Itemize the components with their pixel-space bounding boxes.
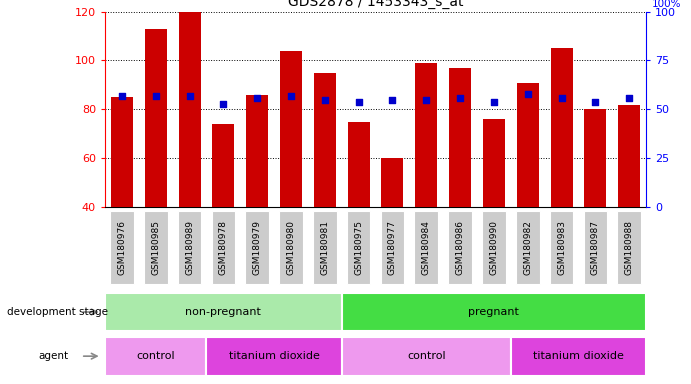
- Text: control: control: [407, 351, 446, 361]
- Point: [150, 93, 161, 99]
- Text: GSM180986: GSM180986: [455, 220, 464, 275]
- Bar: [246, 95, 268, 207]
- Text: GSM180980: GSM180980: [287, 220, 296, 275]
- Bar: [381, 158, 404, 207]
- Bar: [111, 97, 133, 207]
- Text: agent: agent: [38, 351, 68, 361]
- FancyBboxPatch shape: [381, 211, 404, 284]
- Point: [116, 93, 127, 99]
- FancyBboxPatch shape: [245, 211, 269, 284]
- Text: GSM180989: GSM180989: [185, 220, 194, 275]
- Text: GSM180981: GSM180981: [321, 220, 330, 275]
- Point: [590, 99, 601, 105]
- Point: [556, 94, 567, 101]
- Bar: [449, 68, 471, 207]
- FancyBboxPatch shape: [342, 293, 646, 331]
- FancyBboxPatch shape: [207, 337, 342, 376]
- Title: GDS2878 / 1453343_s_at: GDS2878 / 1453343_s_at: [288, 0, 463, 9]
- FancyBboxPatch shape: [178, 211, 201, 284]
- FancyBboxPatch shape: [313, 211, 337, 284]
- Text: GSM180977: GSM180977: [388, 220, 397, 275]
- Bar: [280, 51, 302, 207]
- Point: [624, 94, 635, 101]
- FancyBboxPatch shape: [347, 211, 370, 284]
- Text: GSM180987: GSM180987: [591, 220, 600, 275]
- Text: GSM180982: GSM180982: [523, 220, 532, 275]
- Text: titanium dioxide: titanium dioxide: [229, 351, 319, 361]
- FancyBboxPatch shape: [583, 211, 607, 284]
- Text: development stage: development stage: [7, 307, 108, 317]
- Point: [285, 93, 296, 99]
- Point: [421, 96, 432, 103]
- FancyBboxPatch shape: [415, 211, 438, 284]
- Text: GSM180990: GSM180990: [489, 220, 498, 275]
- FancyBboxPatch shape: [516, 211, 540, 284]
- Bar: [415, 63, 437, 207]
- FancyBboxPatch shape: [110, 211, 134, 284]
- Text: GSM180979: GSM180979: [253, 220, 262, 275]
- Text: GSM180984: GSM180984: [422, 220, 430, 275]
- Bar: [314, 73, 336, 207]
- Bar: [178, 12, 200, 207]
- FancyBboxPatch shape: [105, 293, 342, 331]
- Point: [184, 93, 195, 99]
- Text: GSM180976: GSM180976: [117, 220, 126, 275]
- Bar: [585, 109, 606, 207]
- Bar: [212, 124, 234, 207]
- FancyBboxPatch shape: [550, 211, 574, 284]
- FancyBboxPatch shape: [448, 211, 472, 284]
- Text: GSM180975: GSM180975: [354, 220, 363, 275]
- Bar: [348, 122, 370, 207]
- Point: [522, 91, 533, 97]
- FancyBboxPatch shape: [617, 211, 641, 284]
- Text: GSM180978: GSM180978: [219, 220, 228, 275]
- FancyBboxPatch shape: [482, 211, 506, 284]
- FancyBboxPatch shape: [511, 337, 646, 376]
- Point: [252, 94, 263, 101]
- FancyBboxPatch shape: [211, 211, 235, 284]
- FancyBboxPatch shape: [342, 337, 511, 376]
- Text: pregnant: pregnant: [468, 307, 520, 317]
- Text: control: control: [136, 351, 175, 361]
- FancyBboxPatch shape: [279, 211, 303, 284]
- Bar: [517, 83, 539, 207]
- Point: [387, 96, 398, 103]
- Point: [319, 96, 330, 103]
- Bar: [145, 29, 167, 207]
- Point: [353, 99, 364, 105]
- FancyBboxPatch shape: [105, 337, 207, 376]
- Bar: [551, 48, 573, 207]
- Text: titanium dioxide: titanium dioxide: [533, 351, 624, 361]
- Text: 100%: 100%: [652, 0, 681, 9]
- Bar: [618, 104, 640, 207]
- Bar: [483, 119, 505, 207]
- Point: [489, 99, 500, 105]
- FancyBboxPatch shape: [144, 211, 168, 284]
- Point: [218, 101, 229, 107]
- Text: non-pregnant: non-pregnant: [185, 307, 261, 317]
- Text: GSM180985: GSM180985: [151, 220, 160, 275]
- Point: [455, 94, 466, 101]
- Text: GSM180988: GSM180988: [625, 220, 634, 275]
- Text: GSM180983: GSM180983: [557, 220, 566, 275]
